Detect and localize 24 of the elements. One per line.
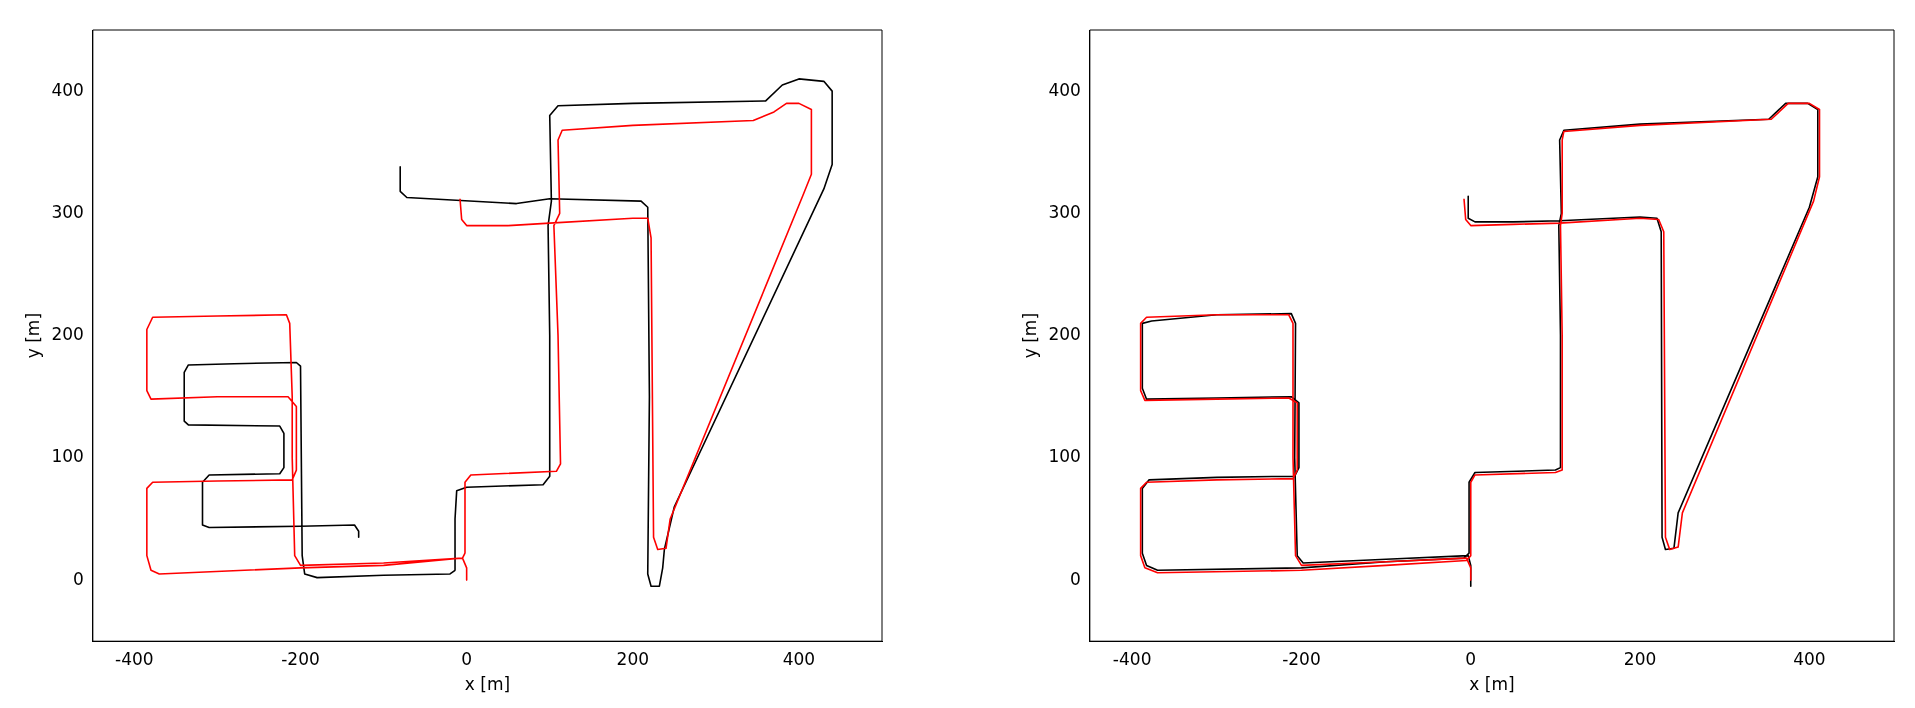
y-tick-label: 100 (51, 446, 84, 467)
y-tick-label: 200 (51, 324, 84, 345)
y-tick-label: 400 (51, 79, 84, 100)
x-tick-label: 0 (461, 648, 473, 669)
y-tick-label: 300 (1048, 201, 1081, 222)
y-tick-label: 200 (1048, 324, 1081, 345)
x-tick-label: -400 (115, 648, 154, 669)
y-axis-title: y [m] (22, 312, 43, 359)
x-tick-label: -200 (1282, 648, 1321, 669)
y-tick-label: 0 (73, 568, 84, 589)
x-axis-title: x [m] (1469, 674, 1515, 695)
y-tick-label: 300 (51, 201, 84, 222)
x-tick-label: 400 (1793, 648, 1826, 669)
x-tick-label: -200 (281, 648, 320, 669)
x-tick-label: 200 (616, 648, 650, 669)
x-tick-label: -400 (1112, 648, 1152, 669)
y-tick-label: 400 (1048, 79, 1081, 100)
y-tick-label: 0 (1070, 568, 1081, 589)
x-axis-title: x [m] (464, 674, 511, 695)
y-tick-label: 100 (1048, 446, 1081, 467)
y-axis-title: y [m] (1019, 312, 1040, 359)
x-tick-label: 400 (782, 648, 816, 669)
x-tick-label: 200 (1623, 648, 1657, 669)
x-tick-label: 0 (1465, 648, 1477, 669)
